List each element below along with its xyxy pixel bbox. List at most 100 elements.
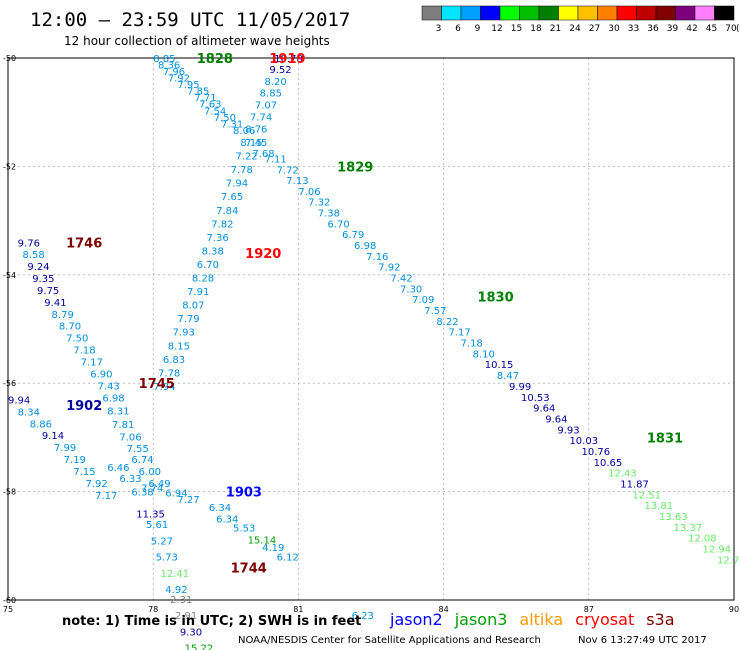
x-tick-label: 90	[729, 605, 739, 614]
swh-value: 7.38	[318, 208, 340, 219]
swh-value: 7.11	[265, 154, 287, 165]
swh-value: 13.63	[659, 512, 688, 523]
y-tick-labels: -50 -52 -54 -56 -58 -60	[3, 54, 16, 605]
swh-value: 9.64	[545, 414, 567, 425]
swh-value: 10.65	[594, 458, 623, 469]
colorbar-swatch	[421, 5, 442, 21]
swh-value: 7.42	[390, 274, 412, 285]
swh-value: 7.07	[255, 101, 277, 112]
swh-value: 7.94	[226, 179, 248, 190]
colorbar-tick: 24	[569, 24, 581, 34]
swh-value: 8.15	[240, 138, 262, 149]
x-tick-label: 78	[148, 605, 158, 614]
swh-value: 6.49	[148, 479, 170, 490]
swh-value: 5.73	[156, 553, 178, 564]
swh-value: 7.92	[168, 74, 190, 85]
swh-value: 15.22	[185, 644, 214, 650]
y-tick-label: -52	[3, 162, 16, 171]
plot-frame	[7, 57, 735, 601]
x-tick-label: 81	[293, 605, 303, 614]
colorbar-swatch	[558, 5, 579, 21]
colorbar-swatch	[538, 5, 559, 21]
swh-value: 8.86	[30, 419, 52, 430]
swh-value: 7.95	[177, 80, 199, 91]
swh-value: 2.91	[175, 611, 197, 622]
colorbar-tick: 15	[511, 24, 522, 34]
colorbar-tick: 42	[686, 24, 697, 34]
legend-cryosat: cryosat	[575, 610, 634, 629]
swh-value: 10.78	[274, 54, 303, 65]
pass-time-label: 1920	[245, 247, 281, 262]
swh-value: 7.22	[235, 152, 257, 163]
y-tick-label: -58	[3, 488, 16, 497]
swh-value: 7.71	[194, 93, 216, 104]
swh-value: 7.85	[187, 87, 209, 98]
colorbar-swatch	[714, 5, 735, 21]
y-tick-label: -56	[3, 379, 16, 388]
swh-value: 7.92	[378, 263, 400, 274]
swh-value: 12.43	[608, 469, 637, 480]
swh-value: 7.94	[153, 382, 175, 393]
swh-value: 6.79	[342, 230, 364, 241]
colorbar-tick: 33	[628, 24, 639, 34]
swh-value: 11.35	[136, 509, 165, 520]
swh-value: 9.94	[8, 395, 30, 406]
swh-value: 9.24	[27, 262, 49, 273]
colorbar-swatch	[616, 5, 637, 21]
swh-value: 7.06	[119, 432, 141, 443]
swh-value: 9.35	[32, 274, 54, 285]
colorbar-tick: 12	[491, 24, 502, 34]
swh-value: 7.50	[214, 113, 236, 124]
swh-value: 8.85	[260, 89, 282, 100]
swh-value: 13.81	[644, 501, 673, 512]
swh-value: 8.22	[436, 317, 458, 328]
swh-value: 7.72	[277, 166, 299, 177]
swh-value: 9.76	[18, 238, 40, 249]
swh-value: 12.7	[717, 555, 739, 566]
swh-value: 7.43	[98, 381, 120, 392]
swh-value: 9.14	[42, 431, 64, 442]
swh-value: 6.74	[131, 455, 153, 466]
chart-title: 12:00 – 23:59 UTC 11/05/2017	[30, 9, 350, 31]
pass-time-label: 1903	[226, 486, 262, 501]
pass-time-label: 1902	[66, 399, 102, 414]
swh-value: 9.41	[44, 298, 66, 309]
colorbar-swatch	[480, 5, 501, 21]
swh-value: 7.50	[66, 334, 88, 345]
swh-value: 8.36	[158, 61, 180, 72]
y-tick-label: -54	[3, 271, 16, 280]
swh-value: 7.06	[298, 187, 320, 198]
swh-value: 7.16	[366, 252, 388, 263]
swh-value: 7.79	[177, 314, 199, 325]
swh-value: 8.34	[18, 407, 40, 418]
swh-value: 15.14	[248, 535, 277, 546]
pass-time-label: 1745	[139, 377, 175, 392]
swh-value: 7.92	[85, 479, 107, 490]
pass-time-label: 1746	[66, 236, 102, 251]
swh-value: 7.68	[252, 149, 274, 160]
footer-note: note: 1) Time is in UTC; 2) SWH is in fe…	[62, 614, 361, 629]
colorbar-tick: 18	[530, 24, 542, 34]
x-tick-label: 84	[439, 605, 449, 614]
swh-value: 7.45	[245, 138, 267, 149]
swh-value: 7.27	[177, 495, 199, 506]
swh-value: 8.15	[168, 341, 190, 352]
swh-value: 7.57	[424, 306, 446, 317]
swh-value: 6.98	[102, 393, 124, 404]
swh-value: 7.78	[231, 165, 253, 176]
swh-value: 12.08	[688, 534, 717, 545]
swh-value: 7.74	[250, 113, 272, 124]
swh-value: 10.76	[582, 447, 611, 458]
pass-time-label: 1828	[197, 52, 233, 67]
x-tick-label: 75	[3, 605, 13, 614]
colorbar-swatch	[597, 5, 618, 21]
colorbar-swatch	[655, 5, 676, 21]
swh-value: 7.32	[308, 198, 330, 209]
swh-value: 6.46	[107, 463, 129, 474]
swh-value: 8.85	[153, 54, 175, 65]
swh-value: 12.51	[632, 490, 661, 501]
colorbar-swatch	[519, 5, 540, 21]
swh-value: 7.15	[73, 467, 95, 478]
pass-time-label: 1829	[337, 160, 373, 175]
